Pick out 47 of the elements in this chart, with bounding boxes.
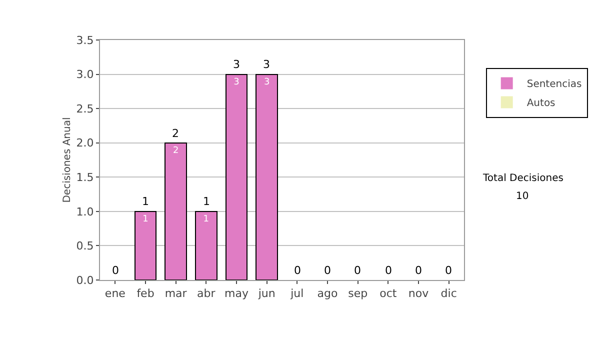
data-label: 1: [142, 214, 148, 224]
x-tick-label: ene: [104, 287, 126, 300]
x-tick-label: ago: [317, 287, 338, 300]
text: Total Decisiones: [482, 173, 564, 184]
x-tick-label: jul: [290, 287, 304, 300]
bar: [195, 210, 218, 280]
bar: [256, 74, 278, 280]
x-tick-label: mar: [164, 287, 188, 300]
total-label: 3: [233, 58, 240, 71]
x-tick-label: may: [224, 287, 249, 300]
data-label: 3: [264, 77, 270, 88]
x-tick-label: oct: [380, 287, 398, 300]
x-tick-label: nov: [408, 287, 430, 300]
y-tick-label: 0.5: [76, 240, 94, 253]
bar: [134, 210, 157, 280]
legend-label: Sentencias: [526, 79, 582, 90]
bar: [164, 142, 187, 280]
data-label: 3: [234, 77, 240, 88]
y-tick-label: 0.0: [76, 274, 94, 287]
total-label: 0: [324, 264, 331, 277]
x-tick-label: dic: [440, 287, 457, 300]
total-label: 0: [445, 264, 452, 277]
data-label: 1: [203, 214, 210, 224]
y-tick-label: 3.5: [76, 34, 94, 47]
total-label: 1: [203, 195, 210, 208]
x-tick-label: sep: [348, 287, 368, 300]
total-label: 1: [142, 195, 149, 208]
x-tick-label: jun: [257, 287, 276, 300]
y-tick-label: 2.0: [76, 136, 94, 150]
total-label: 2: [172, 127, 179, 140]
y-tick-label: 2.5: [76, 102, 94, 116]
total-label: 0: [415, 264, 422, 277]
y-tick-label: 3.0: [76, 68, 94, 82]
bar: [225, 74, 248, 280]
total-label: 0: [294, 264, 301, 277]
x-tick-label: feb: [136, 287, 154, 300]
total-label: 0: [112, 264, 119, 277]
total-label: 0: [385, 264, 392, 277]
x-tick-label: abr: [197, 287, 216, 300]
y-tick-label: 1.0: [76, 205, 94, 218]
text: 10: [516, 191, 529, 202]
total-label: 0: [354, 264, 361, 277]
y-axis-title: Decisiones Anual: [62, 117, 73, 203]
y-tick-label: 1.5: [76, 170, 94, 184]
data-label: 2: [172, 146, 179, 156]
legend-label: Autos: [526, 98, 556, 110]
total-label: 3: [263, 58, 270, 71]
